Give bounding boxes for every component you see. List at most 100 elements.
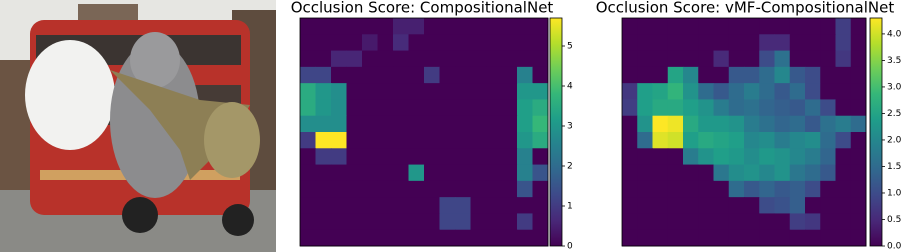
heatmap-cell xyxy=(805,83,821,100)
heatmap-cell xyxy=(789,229,806,247)
heatmap-cell xyxy=(637,197,653,214)
heatmap-cell xyxy=(789,213,806,231)
heatmap-cell xyxy=(439,148,456,166)
heatmap-cell xyxy=(393,229,409,247)
panel-title: Occlusion Score: vMF-CompositionalNet xyxy=(596,0,895,17)
heatmap-cell xyxy=(486,18,502,35)
heatmap-cell xyxy=(501,180,518,198)
heatmap-cell xyxy=(820,164,836,182)
heatmap-cell xyxy=(331,34,347,52)
heatmap-cell xyxy=(331,148,347,166)
heatmap-cell xyxy=(835,164,852,182)
heatmap-cell xyxy=(532,66,549,84)
heatmap-cell xyxy=(774,99,791,117)
heatmap-cell xyxy=(820,50,836,68)
panel-title: Occlusion Score: CompositionalNet xyxy=(291,0,554,17)
heatmap-cell xyxy=(622,66,638,84)
heatmap-cell xyxy=(470,18,487,35)
heatmap-cell xyxy=(683,197,699,214)
photo xyxy=(0,0,276,252)
heatmap-cell xyxy=(850,132,867,149)
heatmap-cell xyxy=(486,115,502,133)
heatmap-cell xyxy=(501,197,518,214)
heatmap-cell xyxy=(805,50,821,68)
heatmap-cell xyxy=(774,132,791,149)
heatmap-cell xyxy=(759,197,775,214)
heatmap-cell xyxy=(667,180,684,198)
colorbar-tick-label: 3 xyxy=(567,122,573,132)
heatmap-cell xyxy=(683,164,699,182)
colorbar-tick-label: 0 xyxy=(567,242,573,252)
heatmap-cell xyxy=(377,34,394,52)
heatmap-cell xyxy=(744,115,760,133)
heatmap-cell xyxy=(850,197,867,214)
heatmap-cell xyxy=(789,197,806,214)
colorbar-tick-label: 2.5 xyxy=(887,109,901,119)
heatmap-cell xyxy=(362,83,378,100)
heatmap-cell xyxy=(789,18,806,35)
heatmap-cell xyxy=(713,83,730,100)
heatmap-cell xyxy=(486,164,502,182)
heatmap-cell xyxy=(486,213,502,231)
heatmap-cell xyxy=(315,99,332,117)
heatmap-cell xyxy=(470,132,487,149)
heatmap-cell xyxy=(532,213,549,231)
heatmap-cell xyxy=(377,115,394,133)
heatmap-cell xyxy=(652,50,669,68)
heatmap-cell xyxy=(408,34,425,52)
heatmap-cell xyxy=(637,213,653,231)
heatmap-cell xyxy=(789,34,806,52)
heatmap-cell xyxy=(805,115,821,133)
heatmap-cell xyxy=(501,66,518,84)
heatmap-cell xyxy=(850,180,867,198)
heatmap-cell xyxy=(820,99,836,117)
heatmap-cell xyxy=(362,34,378,52)
heatmap-cell xyxy=(789,132,806,149)
heatmap-cell xyxy=(713,213,730,231)
heatmap-cell xyxy=(408,66,425,84)
heatmap-cell xyxy=(759,229,775,247)
heatmap-cell xyxy=(637,18,653,35)
heatmap-cell xyxy=(300,164,316,182)
heatmap-cell xyxy=(315,229,332,247)
heatmap-cell xyxy=(698,83,714,100)
heatmap-cell xyxy=(532,115,549,133)
heatmap-cell xyxy=(377,180,394,198)
heatmap-cell xyxy=(713,229,730,247)
heatmap-cell xyxy=(393,115,409,133)
heatmap-cell xyxy=(759,66,775,84)
heatmap-cell xyxy=(683,229,699,247)
heatmap-cell xyxy=(683,148,699,166)
heatmap-cell xyxy=(470,213,487,231)
colorbar-tick-label: 1 xyxy=(567,202,573,212)
heatmap-cell xyxy=(439,50,456,68)
heatmap-cell xyxy=(315,34,332,52)
heatmap-cell xyxy=(683,18,699,35)
axes-frame xyxy=(621,17,867,247)
heatmap-cell xyxy=(683,50,699,68)
heatmap-cell xyxy=(637,180,653,198)
heatmap-cell xyxy=(744,132,760,149)
heatmap-cell xyxy=(424,83,440,100)
heatmap-cell xyxy=(393,148,409,166)
heatmap-cell xyxy=(532,180,549,198)
heatmap-cell xyxy=(744,83,760,100)
heatmap-cell xyxy=(377,148,394,166)
heatmap-cell xyxy=(820,132,836,149)
heatmap-cell xyxy=(408,18,425,35)
heatmap-cell xyxy=(805,197,821,214)
heatmap-cell xyxy=(424,50,440,68)
heatmap-cell xyxy=(850,18,867,35)
heatmap-cell xyxy=(393,213,409,231)
heatmap-cell xyxy=(517,83,533,100)
heatmap-cell xyxy=(622,132,638,149)
heatmap-cell xyxy=(622,164,638,182)
heatmap-cell xyxy=(835,229,852,247)
heatmap-cell xyxy=(439,132,456,149)
heatmap-cell xyxy=(501,164,518,182)
heatmap-cell xyxy=(667,164,684,182)
heatmap-cell xyxy=(517,180,533,198)
colorbar xyxy=(869,17,883,247)
heatmap-cell xyxy=(774,180,791,198)
heatmap-cell xyxy=(728,18,745,35)
